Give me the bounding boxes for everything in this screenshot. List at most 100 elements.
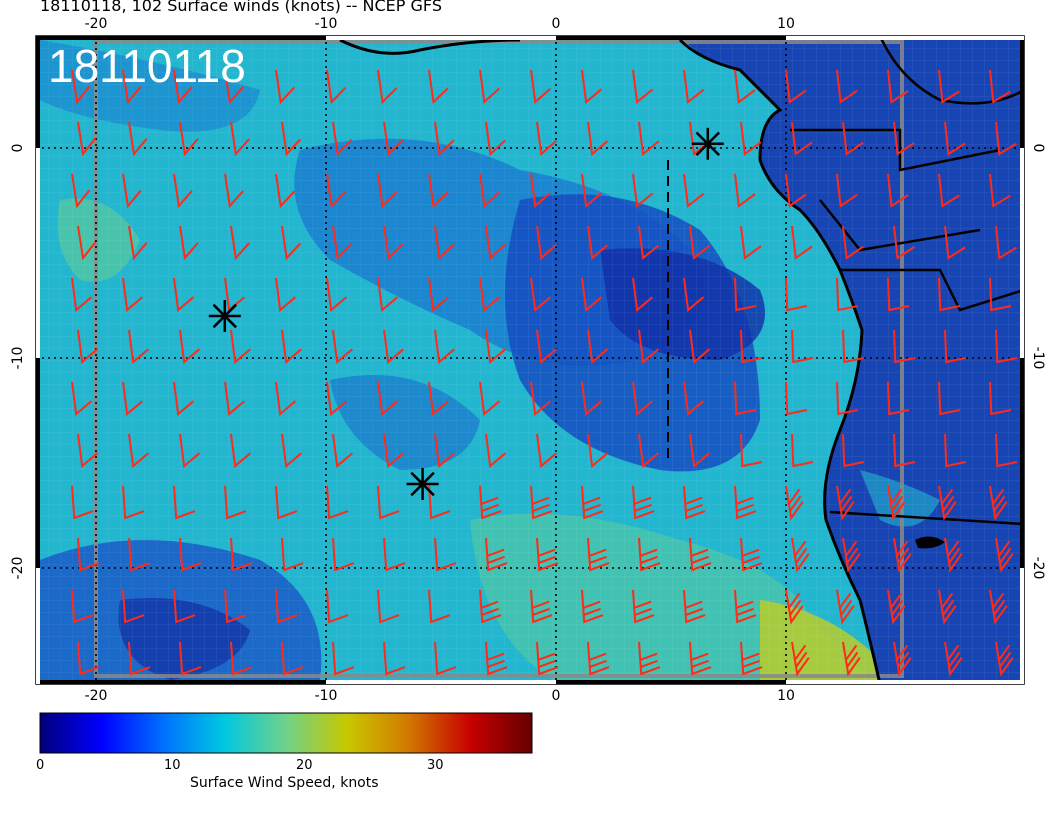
- wind-barb: [77, 433, 99, 468]
- wind-barb: [122, 381, 144, 416]
- wind-barb: [638, 121, 660, 156]
- wind-barb: [632, 277, 654, 312]
- bottom-lon-label: -20: [85, 688, 108, 704]
- bottom-lon-label: -10: [315, 688, 338, 704]
- wind-barb: [530, 69, 551, 104]
- wind-barb: [530, 485, 553, 520]
- wind-barb: [683, 277, 705, 312]
- wind-barb: [683, 485, 706, 520]
- wind-barb: [944, 641, 963, 677]
- wind-barb: [281, 537, 304, 572]
- wind-barb: [893, 433, 916, 468]
- wind-barb: [377, 589, 400, 624]
- wind-barb: [434, 537, 457, 572]
- wind-barb: [587, 537, 610, 572]
- wind-barb: [842, 329, 865, 364]
- wind-barb: [536, 537, 559, 572]
- wind-barb: [434, 641, 457, 676]
- wind-barb: [122, 589, 145, 624]
- wind-barb: [887, 173, 909, 208]
- top-lon-label: 10: [777, 16, 795, 32]
- wind-barb: [842, 537, 861, 573]
- wind-barb: [326, 69, 347, 105]
- wind-barb: [332, 641, 355, 676]
- wind-barbs: [71, 69, 1018, 677]
- wind-barb: [479, 381, 501, 416]
- wind-barb: [791, 537, 810, 573]
- wind-barb: [173, 173, 193, 209]
- wind-barb: [683, 589, 706, 624]
- wind-barb: [428, 589, 451, 624]
- wind-barb: [683, 173, 705, 208]
- wind-barb: [944, 537, 963, 573]
- wind-barb: [791, 225, 813, 260]
- colorbar-tick: 10: [164, 758, 181, 773]
- wind-barb: [377, 381, 399, 416]
- wind-barb: [326, 173, 347, 209]
- wind-barb: [428, 69, 449, 105]
- wind-barb: [836, 277, 859, 312]
- wind-barb: [785, 381, 808, 416]
- wind-barb: [173, 69, 193, 105]
- wind-barb: [995, 121, 1017, 156]
- wind-barb: [638, 537, 661, 572]
- africa-coastline: [678, 38, 882, 684]
- wind-barb: [128, 121, 148, 157]
- wind-barb: [581, 381, 603, 416]
- wind-barb: [740, 537, 763, 572]
- left-lat-label: 0: [10, 144, 26, 153]
- wind-barb: [893, 641, 912, 677]
- wind-barb: [485, 121, 506, 157]
- wind-barb: [734, 69, 756, 104]
- wind-barb: [377, 277, 399, 312]
- wind-barb: [479, 277, 501, 312]
- wind-barb: [587, 121, 609, 156]
- wind-barb: [683, 381, 705, 416]
- wind-barb: [740, 641, 763, 676]
- wind-barb: [77, 641, 100, 676]
- wind-barb: [230, 121, 250, 157]
- wind-barb: [689, 641, 712, 676]
- wind-barb: [989, 69, 1011, 104]
- wind-barb: [383, 329, 405, 364]
- wind-barb: [887, 485, 906, 521]
- wind-barb: [734, 381, 757, 416]
- left-lat-label: -10: [10, 347, 26, 370]
- wind-barb: [944, 121, 966, 156]
- wind-barb: [632, 173, 654, 208]
- wind-barb: [128, 225, 148, 261]
- wind-barb: [71, 69, 91, 105]
- wind-barb: [842, 433, 865, 468]
- wind-barb: [989, 381, 1012, 416]
- wind-barb: [122, 69, 142, 105]
- wind-barb: [230, 537, 253, 572]
- wind-barb: [275, 485, 298, 520]
- west-africa-coast-top: [339, 38, 521, 55]
- wind-barb: [383, 537, 406, 572]
- wind-barb: [887, 69, 909, 104]
- wind-barb: [581, 589, 604, 624]
- wind-barb: [989, 173, 1011, 208]
- wind-barb: [179, 329, 201, 364]
- wind-barb: [128, 433, 150, 468]
- wind-barb: [995, 537, 1014, 573]
- wind-barb: [893, 121, 915, 156]
- wind-barb: [479, 485, 502, 520]
- wind-barb: [632, 381, 654, 416]
- wind-barb: [479, 69, 500, 105]
- colorbar-tick: 0: [36, 758, 45, 773]
- wind-barb: [479, 173, 500, 209]
- wind-barb: [383, 433, 405, 468]
- wind-barb: [332, 121, 353, 157]
- wind-barb: [383, 121, 404, 157]
- wind-barb: [887, 589, 906, 625]
- wind-barb: [179, 225, 199, 261]
- wind-barb: [281, 641, 304, 676]
- wind-barb: [530, 381, 552, 416]
- wind-barb: [275, 381, 297, 416]
- wind-barb: [995, 329, 1018, 364]
- wind-barb: [326, 277, 348, 312]
- colorbar-label: Surface Wind Speed, knots: [190, 775, 379, 791]
- wind-barb: [428, 381, 450, 416]
- wind-barb: [536, 225, 557, 260]
